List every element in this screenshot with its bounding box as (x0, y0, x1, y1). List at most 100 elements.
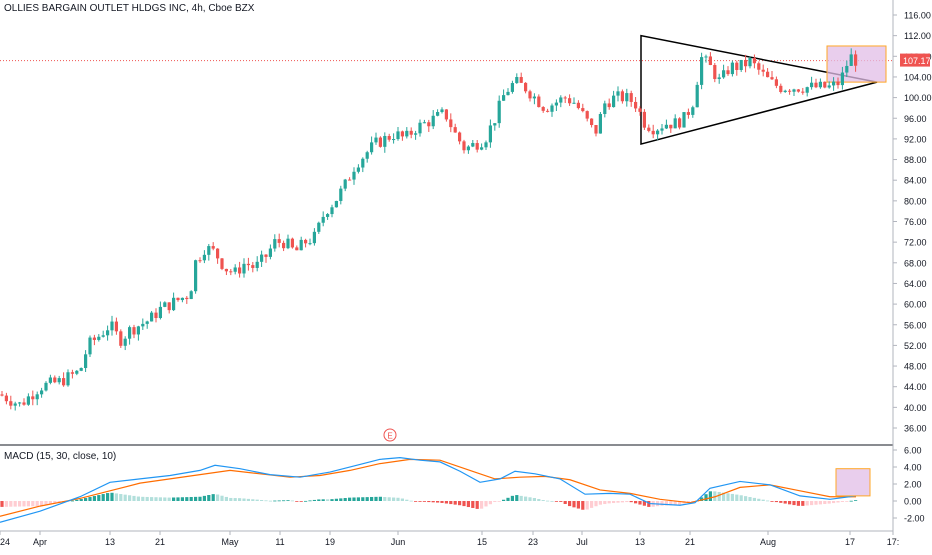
candle-body (502, 95, 506, 101)
macd-histogram-bar (594, 501, 598, 507)
candle-body (735, 62, 739, 70)
macd-line (0, 457, 857, 523)
macd-histogram-bar (524, 496, 528, 501)
candle-body (299, 239, 303, 251)
candle-body (563, 97, 567, 99)
macd-histogram-bar (458, 501, 462, 506)
macd-tick-label: 4.00 (904, 463, 922, 473)
candle-body (664, 124, 668, 129)
macd-histogram-bar (418, 501, 422, 502)
macd-histogram-bar (739, 495, 743, 501)
candle-body (603, 103, 607, 114)
candle-body (783, 90, 787, 92)
macd-histogram-bar (735, 494, 739, 501)
macd-histogram-bar (700, 497, 704, 501)
candle-body (233, 267, 237, 272)
time-tick-label: 17 (845, 537, 855, 547)
price-tick-label: 104.00 (904, 72, 932, 82)
macd-histogram-bar (708, 491, 712, 501)
candle-body (123, 338, 127, 346)
macd-histogram-bar (339, 498, 343, 501)
macd-histogram-bar (686, 501, 690, 503)
macd-histogram-bar (4, 501, 8, 507)
macd-histogram-bar (722, 492, 726, 501)
macd-histogram-bar (471, 501, 475, 508)
macd-histogram-bar (497, 501, 501, 502)
macd-histogram-bar (431, 501, 435, 503)
price-tick-label: 116.00 (904, 11, 931, 21)
candle-body (466, 146, 470, 151)
macd-histogram-bar (638, 501, 642, 505)
candle-body (414, 133, 418, 135)
candle-body (264, 254, 268, 257)
macd-histogram-bar (629, 501, 633, 503)
macd-title: MACD (15, 30, close, 10) (4, 451, 117, 462)
candle-body (695, 84, 699, 108)
candle-body (713, 65, 717, 80)
macd-histogram-bar (268, 500, 272, 502)
macd-histogram-bar (352, 497, 356, 501)
macd-histogram-bar (53, 501, 57, 504)
candle-body (22, 402, 26, 405)
candle-body (634, 101, 638, 109)
price-tick-label: 64.00 (904, 279, 927, 289)
macd-histogram-bar (374, 496, 378, 501)
candle-body (154, 312, 158, 319)
macd-histogram-bar (581, 501, 585, 510)
candle-body (251, 265, 255, 268)
candle-body (57, 378, 61, 383)
macd-histogram-bar (180, 497, 184, 501)
candle-body (392, 139, 396, 141)
candle-body (788, 90, 792, 92)
candle-body (497, 100, 501, 124)
macd-tick-label: -2.00 (904, 514, 925, 524)
candle-body (766, 71, 770, 78)
macd-histogram-bar (422, 501, 426, 502)
candle-body (53, 377, 57, 383)
candle-body (26, 396, 30, 405)
candle-body (282, 242, 286, 249)
macd-histogram-bar (660, 501, 664, 506)
macd-histogram-bar (211, 494, 215, 501)
macd-histogram-bar (370, 496, 374, 501)
price-tick-label: 36.00 (904, 424, 927, 434)
macd-histogram-bar (563, 501, 567, 504)
candle-body (484, 142, 488, 148)
macd-histogram-bar (387, 497, 391, 501)
candle-body (792, 89, 796, 92)
macd-signal-line (0, 458, 856, 517)
candle-body (616, 91, 620, 96)
price-tick-label: 72.00 (904, 238, 927, 248)
candle-body (488, 125, 492, 143)
candle-body (31, 396, 35, 400)
macd-histogram-bar (678, 501, 682, 505)
candle-body (62, 378, 66, 386)
candle-body (462, 141, 466, 151)
candle-body (449, 119, 453, 128)
candle-body (730, 62, 734, 75)
macd-histogram-bar (405, 499, 409, 501)
candle-body (748, 57, 752, 67)
candle-body (132, 327, 136, 335)
candle-body (268, 248, 272, 257)
candle-body (13, 403, 17, 406)
macd-histogram-bar (466, 501, 470, 508)
macd-histogram-bar (590, 501, 594, 508)
macd-histogram-bar (488, 501, 492, 505)
last-price-label: 107.17 (903, 56, 931, 66)
macd-histogram-bar (748, 497, 752, 501)
macd-histogram-bar (620, 501, 624, 503)
candle-body (119, 331, 123, 346)
candle-body (114, 321, 118, 332)
macd-histogram-bar (598, 501, 602, 505)
macd-histogram-bar (290, 500, 294, 502)
macd-histogram-bar (845, 501, 849, 502)
macd-histogram-bar (796, 501, 800, 506)
candle-body (409, 130, 413, 135)
candle-body (532, 96, 536, 99)
time-tick-label: May (221, 537, 239, 547)
candle-body (172, 297, 176, 311)
macd-histogram-bar (383, 497, 387, 501)
